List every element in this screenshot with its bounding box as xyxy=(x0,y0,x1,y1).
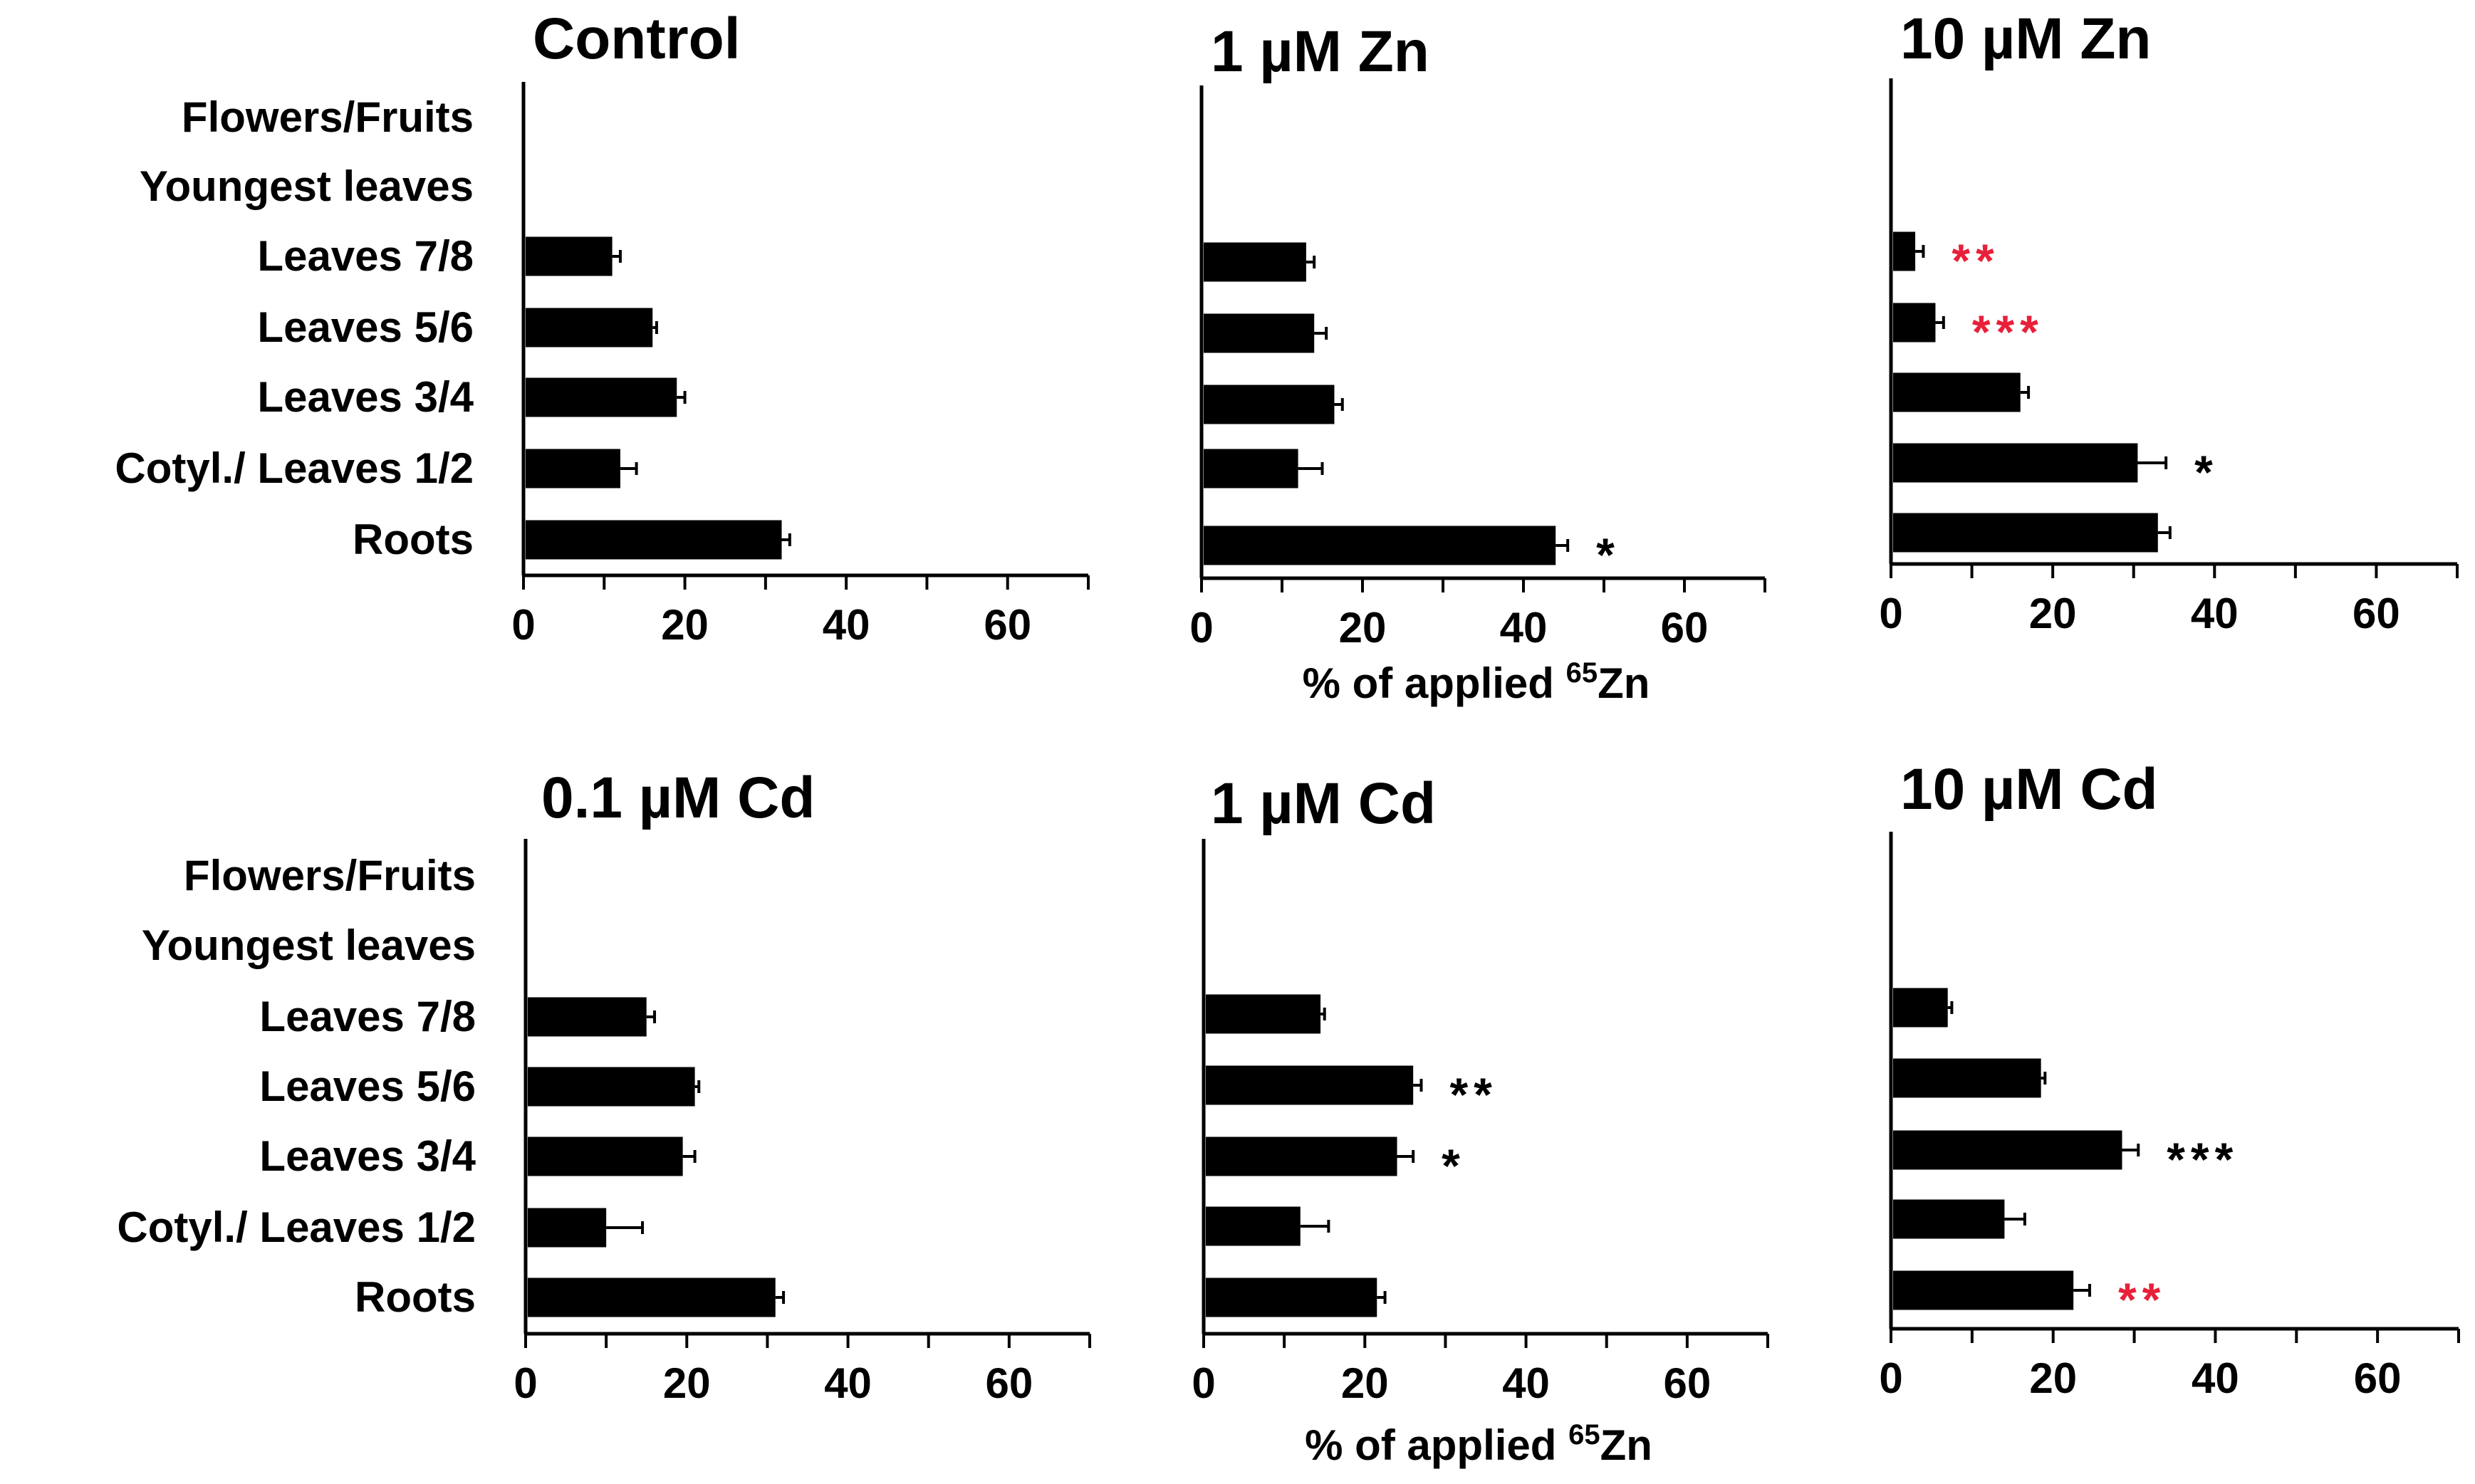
bar xyxy=(1204,313,1315,353)
category-label: Cotyl./ Leaves 1/2 xyxy=(117,1203,476,1251)
bar xyxy=(528,1208,607,1248)
bar xyxy=(1206,1065,1414,1105)
bar xyxy=(1204,385,1335,424)
category-label: Roots xyxy=(353,516,474,563)
x-tick-label: 60 xyxy=(984,601,1031,649)
category-label: Leaves 5/6 xyxy=(257,303,474,351)
bar xyxy=(528,1067,695,1107)
bar xyxy=(526,377,677,417)
panel-title: 10 µM Zn xyxy=(1900,6,2152,71)
x-tick-label: 60 xyxy=(1663,1359,1711,1407)
bar xyxy=(526,520,782,560)
category-label: Youngest leaves xyxy=(140,162,474,210)
bar xyxy=(1206,1136,1397,1176)
bar xyxy=(528,1136,683,1176)
x-tick-label: 20 xyxy=(1339,604,1387,652)
x-axis-label: % of applied 65Zn xyxy=(1303,657,1650,707)
chart-panel: 10 µM Zn0 20 40 60****** xyxy=(1879,6,2459,637)
bar xyxy=(526,236,613,276)
bar xyxy=(1204,449,1298,488)
significance-marker: * xyxy=(2194,446,2219,498)
significance-marker: ** xyxy=(2118,1273,2166,1326)
x-tick-label: 40 xyxy=(824,1359,872,1407)
category-label: Cotyl./ Leaves 1/2 xyxy=(115,444,474,492)
bar xyxy=(1893,1058,2041,1098)
category-label: Flowers/Fruits xyxy=(182,93,474,141)
category-label: Youngest leaves xyxy=(142,921,476,969)
x-tick-label: 0 xyxy=(1879,1354,1902,1402)
x-tick-label: 60 xyxy=(2352,590,2400,637)
x-tick-label: 0 xyxy=(1192,1359,1215,1407)
x-tick-label: 60 xyxy=(1661,604,1709,652)
x-tick-label: 40 xyxy=(1500,604,1548,652)
bar xyxy=(1893,231,1916,271)
bar xyxy=(1206,1277,1377,1317)
x-tick-label: 20 xyxy=(1341,1359,1389,1407)
x-axis-label: % of applied 65Zn xyxy=(1305,1419,1652,1469)
x-tick-label: 40 xyxy=(823,601,870,649)
bar xyxy=(1893,513,2158,553)
x-tick-label: 0 xyxy=(511,601,535,649)
category-label: Leaves 7/8 xyxy=(259,993,476,1040)
bar xyxy=(528,1277,776,1317)
chart-panel: 1 µM Cd0 20 40 60***% of applied 65Zn xyxy=(1192,771,1769,1469)
x-tick-label: 20 xyxy=(2029,1354,2077,1402)
category-label: Leaves 3/4 xyxy=(257,373,474,421)
x-tick-label: 40 xyxy=(1502,1359,1550,1407)
bar xyxy=(1893,988,1948,1028)
panel-title: 1 µM Zn xyxy=(1211,19,1429,84)
x-tick-label: 0 xyxy=(1879,590,1902,637)
x-tick-label: 0 xyxy=(1189,604,1213,652)
significance-marker: * xyxy=(1442,1139,1466,1192)
bar xyxy=(1893,372,2021,412)
chart-panel: 10 µM Cd0 20 40 60***** xyxy=(1879,757,2460,1402)
x-tick-label: 40 xyxy=(2191,590,2239,637)
panel-title: 1 µM Cd xyxy=(1211,771,1436,836)
x-tick-label: 20 xyxy=(2029,590,2077,637)
bar xyxy=(1893,1130,2122,1170)
panel-title: 10 µM Cd xyxy=(1900,757,2158,822)
chart-panel: 0.1 µM Cd 0 20 40 60 Flowers/Fruits Youngest l… xyxy=(117,765,1091,1407)
bar xyxy=(1893,1199,2005,1239)
x-tick-label: 20 xyxy=(661,601,709,649)
bar xyxy=(1893,443,2138,483)
bar xyxy=(526,308,653,348)
significance-marker: *** xyxy=(2167,1133,2239,1186)
category-label: Flowers/Fruits xyxy=(184,852,476,899)
significance-marker: * xyxy=(1596,528,1620,581)
significance-marker: ** xyxy=(1449,1068,1497,1121)
bar xyxy=(1204,242,1306,282)
chart-panel: Control 0 20 40 60 Flowers/Fruits Youngest lea… xyxy=(115,6,1090,649)
category-label: Leaves 7/8 xyxy=(257,232,474,280)
category-label: Leaves 5/6 xyxy=(259,1062,476,1110)
x-tick-label: 20 xyxy=(663,1359,711,1407)
significance-marker: ** xyxy=(1952,234,1999,287)
x-tick-label: 60 xyxy=(985,1359,1033,1407)
chart-panel: 1 µM Zn 0 20 40 60 * % of applied 65Zn xyxy=(1189,19,1766,707)
x-tick-label: 0 xyxy=(514,1359,537,1407)
significance-marker: *** xyxy=(1972,305,2044,358)
bar xyxy=(526,449,620,488)
panel-title: Control xyxy=(533,6,740,71)
bar xyxy=(1893,303,1936,343)
category-label: Roots xyxy=(355,1273,476,1321)
x-tick-label: 40 xyxy=(2192,1354,2239,1402)
bar xyxy=(1206,1206,1301,1246)
category-label: Leaves 3/4 xyxy=(259,1132,476,1180)
bar xyxy=(1204,526,1556,565)
bar xyxy=(1206,994,1321,1034)
bar xyxy=(528,997,647,1037)
bar xyxy=(1893,1270,2074,1310)
x-tick-label: 60 xyxy=(2354,1354,2402,1402)
panel-title: 0.1 µM Cd xyxy=(541,765,815,830)
